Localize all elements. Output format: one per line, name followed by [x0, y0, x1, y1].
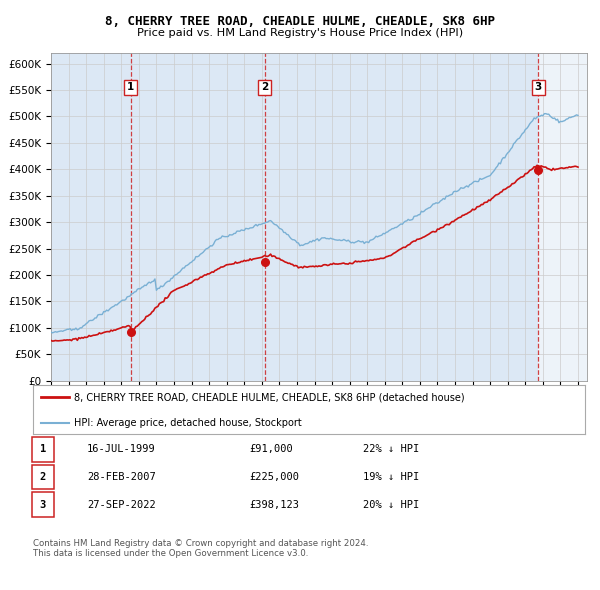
Text: 1: 1 — [127, 83, 134, 93]
Bar — [538, 53, 587, 381]
Text: £398,123: £398,123 — [249, 500, 299, 510]
Text: 1: 1 — [40, 444, 46, 454]
Text: 2: 2 — [261, 83, 268, 93]
Text: 8, CHERRY TREE ROAD, CHEADLE HULME, CHEADLE, SK8 6HP (detached house): 8, CHERRY TREE ROAD, CHEADLE HULME, CHEA… — [74, 392, 465, 402]
Text: This data is licensed under the Open Government Licence v3.0.: This data is licensed under the Open Gov… — [33, 549, 308, 558]
Bar — [131, 53, 265, 381]
Text: 20% ↓ HPI: 20% ↓ HPI — [363, 500, 419, 510]
Text: 22% ↓ HPI: 22% ↓ HPI — [363, 444, 419, 454]
Text: 2: 2 — [40, 472, 46, 482]
Text: 8, CHERRY TREE ROAD, CHEADLE HULME, CHEADLE, SK8 6HP: 8, CHERRY TREE ROAD, CHEADLE HULME, CHEA… — [105, 15, 495, 28]
Text: £225,000: £225,000 — [249, 472, 299, 482]
Text: 27-SEP-2022: 27-SEP-2022 — [87, 500, 156, 510]
Text: 3: 3 — [535, 83, 542, 93]
Bar — [265, 53, 538, 381]
Text: Price paid vs. HM Land Registry's House Price Index (HPI): Price paid vs. HM Land Registry's House … — [137, 28, 463, 38]
Bar — [51, 53, 131, 381]
Text: 19% ↓ HPI: 19% ↓ HPI — [363, 472, 419, 482]
Text: 16-JUL-1999: 16-JUL-1999 — [87, 444, 156, 454]
Text: 3: 3 — [40, 500, 46, 510]
Text: 28-FEB-2007: 28-FEB-2007 — [87, 472, 156, 482]
Text: Contains HM Land Registry data © Crown copyright and database right 2024.: Contains HM Land Registry data © Crown c… — [33, 539, 368, 548]
Text: HPI: Average price, detached house, Stockport: HPI: Average price, detached house, Stoc… — [74, 418, 302, 428]
Text: £91,000: £91,000 — [249, 444, 293, 454]
